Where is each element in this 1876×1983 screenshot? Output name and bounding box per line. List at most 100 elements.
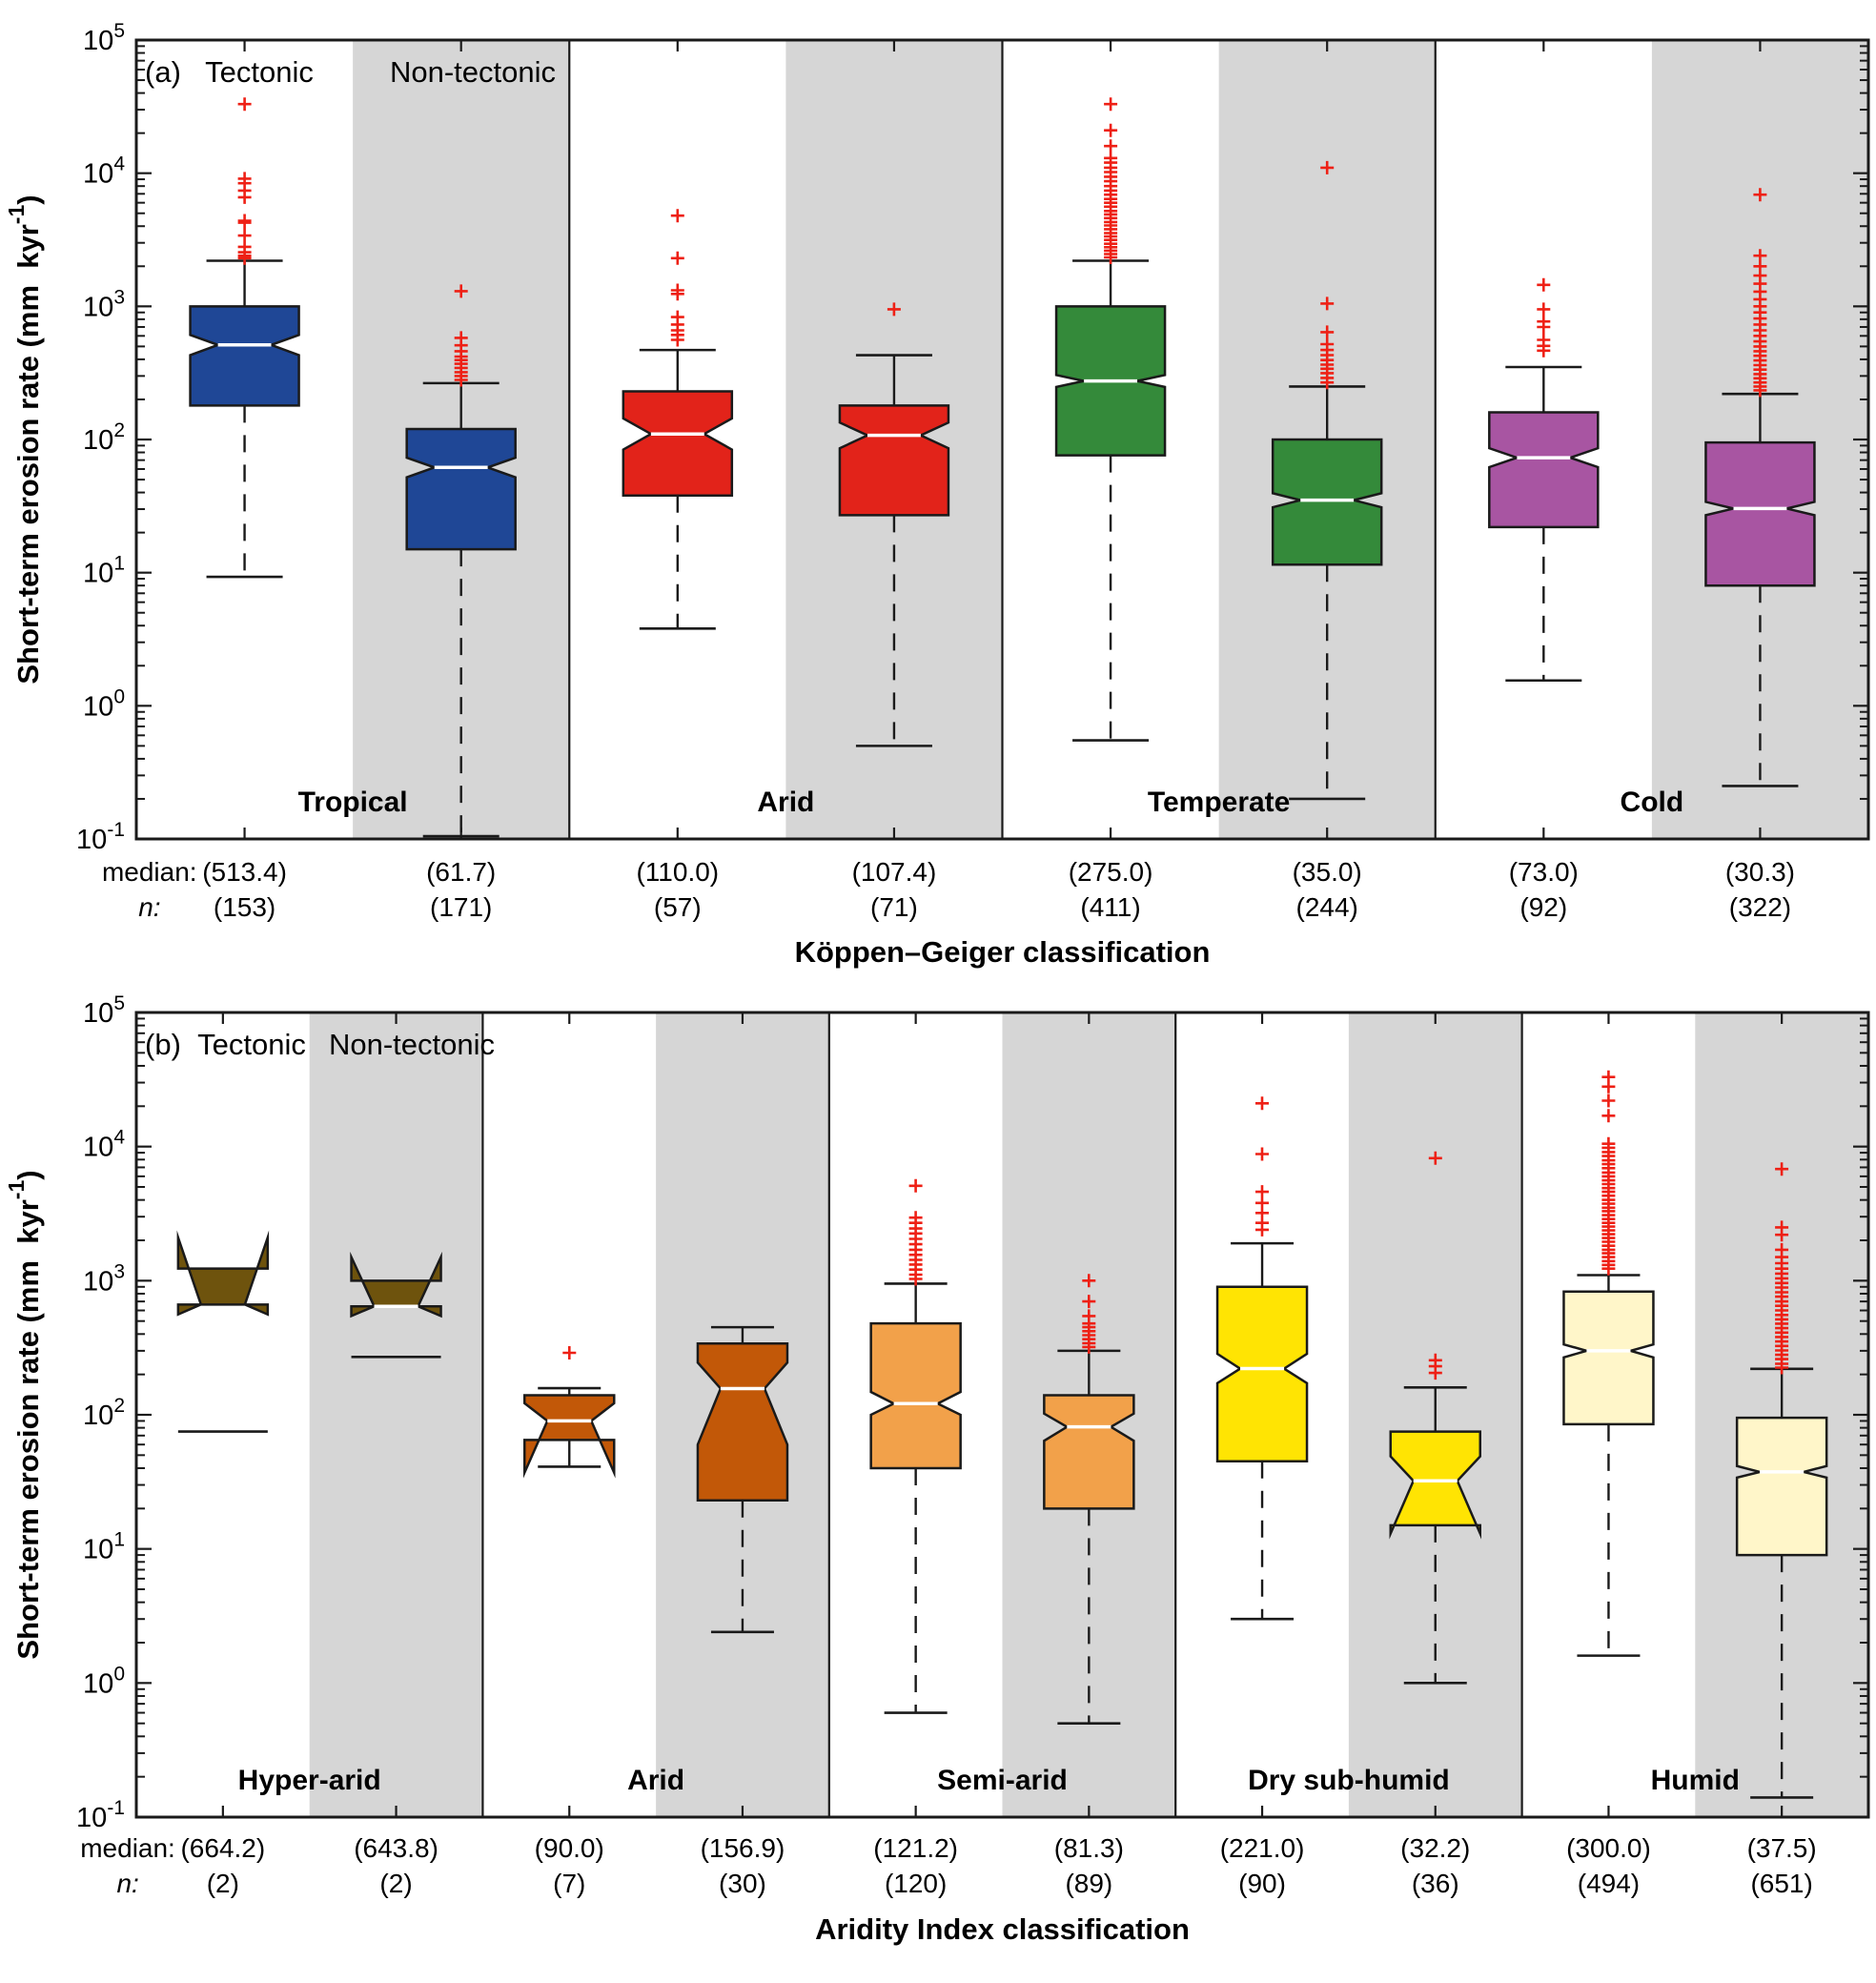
- outlier-markers: [1104, 97, 1118, 264]
- n-value: (494): [1578, 1869, 1640, 1898]
- median-value: (110.0): [636, 857, 719, 887]
- notched-box: [1704, 440, 1816, 587]
- group-label: Cold: [1621, 787, 1684, 818]
- panel-label: (b): [145, 1028, 181, 1061]
- median-row-prefix: median:: [102, 857, 197, 887]
- boxplot-hyper-arid-tectonic: [176, 1230, 270, 1433]
- outlier-markers: [1753, 188, 1767, 398]
- notched-box: [350, 1251, 442, 1319]
- notched-box: [622, 390, 734, 497]
- n-value: (2): [207, 1869, 239, 1898]
- median-value: (300.0): [1566, 1833, 1651, 1863]
- n-value: (7): [553, 1869, 585, 1898]
- non-tectonic-band: [309, 1012, 483, 1817]
- x-axis-title: Köppen–Geiger classification: [795, 935, 1211, 969]
- boxplot-semi-arid-non-tectonic: [1043, 1274, 1135, 1725]
- median-value: (221.0): [1220, 1833, 1305, 1863]
- group-label: Humid: [1651, 1765, 1740, 1796]
- notched-box: [1389, 1430, 1481, 1540]
- n-value: (120): [885, 1869, 947, 1898]
- outlier-markers: [454, 284, 468, 387]
- n-value: (171): [430, 892, 492, 922]
- y-axis-title: Short-term erosion rate (mm kyr-1): [4, 194, 45, 684]
- n-row-prefix: n:: [116, 1869, 138, 1898]
- notched-box: [1562, 1290, 1655, 1426]
- outlier-markers: [1537, 277, 1551, 358]
- notched-box: [189, 305, 300, 407]
- notched-box: [838, 404, 950, 517]
- y-tick-label: 103: [83, 286, 125, 322]
- n-value: (30): [719, 1869, 766, 1898]
- boxplot-temperate-tectonic: [1054, 97, 1167, 742]
- n-value: (92): [1519, 892, 1567, 922]
- y-tick-label: 10-1: [76, 819, 125, 855]
- group-label: Dry sub-humid: [1248, 1765, 1450, 1796]
- notched-box: [1043, 1394, 1135, 1510]
- panel-b: Hyper-arid Arid Semi-arid Dry sub-humid Humi…: [4, 992, 1870, 1946]
- n-value: (89): [1065, 1869, 1112, 1898]
- notched-box: [1271, 438, 1383, 566]
- outlier-markers: [887, 302, 901, 317]
- median-value: (32.2): [1400, 1833, 1470, 1863]
- notched-box: [523, 1394, 616, 1479]
- outlier-markers: [237, 97, 252, 265]
- outlier-markers: [1428, 1151, 1442, 1380]
- boxplot-temperate-non-tectonic: [1271, 160, 1383, 801]
- boxplot-humid-tectonic: [1562, 1070, 1655, 1657]
- n-value: (244): [1296, 892, 1358, 922]
- median-value: (73.0): [1509, 857, 1579, 887]
- median-value: (107.4): [852, 857, 937, 887]
- outlier-markers: [562, 1346, 577, 1359]
- group-label: Temperate: [1148, 787, 1291, 818]
- outlier-markers: [670, 209, 684, 347]
- median-value: (513.4): [202, 857, 287, 887]
- group-label: Hyper-arid: [238, 1765, 381, 1796]
- boxplot-arid-tectonic: [622, 209, 734, 630]
- notched-box: [405, 427, 517, 551]
- median-value: (643.8): [354, 1833, 438, 1863]
- median-value: (121.2): [873, 1833, 958, 1863]
- n-value: (57): [654, 892, 702, 922]
- column-header: Non-tectonic: [390, 55, 556, 89]
- panel-a: Tropical Arid Temperate Cold (a) Tectonic Non-…: [4, 20, 1870, 969]
- column-header: Tectonic: [205, 55, 314, 89]
- panel-label: (a): [145, 55, 181, 89]
- n-value: (651): [1750, 1869, 1812, 1898]
- outlier-markers: [1775, 1162, 1789, 1375]
- n-value: (153): [214, 892, 275, 922]
- y-tick-label: 104: [83, 1127, 125, 1163]
- median-value: (90.0): [535, 1833, 604, 1863]
- y-tick-label: 100: [83, 1663, 125, 1699]
- column-header: Non-tectonic: [329, 1028, 495, 1061]
- median-value: (37.5): [1747, 1833, 1817, 1863]
- outlier-markers: [1082, 1274, 1096, 1354]
- n-value: (90): [1238, 1869, 1286, 1898]
- n-value: (71): [870, 892, 918, 922]
- y-tick-label: 104: [83, 153, 125, 190]
- boxplot-arid-non-tectonic: [838, 302, 950, 747]
- boxplot-dry-sub-humid-non-tectonic: [1389, 1151, 1481, 1685]
- n-row-prefix: n:: [138, 892, 160, 922]
- notched-box: [1735, 1416, 1828, 1557]
- group-label: Arid: [627, 1765, 684, 1796]
- median-row-prefix: median:: [80, 1833, 175, 1863]
- outlier-markers: [908, 1178, 923, 1286]
- group-label: Semi-arid: [937, 1765, 1068, 1796]
- notched-box: [869, 1321, 962, 1470]
- median-value: (275.0): [1069, 857, 1153, 887]
- median-value: (156.9): [701, 1833, 785, 1863]
- median-value: (61.7): [426, 857, 496, 887]
- boxplot-dry-sub-humid-tectonic: [1215, 1096, 1309, 1621]
- group-label: Tropical: [298, 787, 408, 818]
- boxplot-hyper-arid-non-tectonic: [350, 1251, 442, 1359]
- y-tick-label: 101: [83, 553, 125, 589]
- y-tick-label: 101: [83, 1529, 125, 1565]
- notched-box: [176, 1230, 270, 1317]
- median-value: (35.0): [1293, 857, 1362, 887]
- x-axis-title: Aridity Index classification: [815, 1912, 1190, 1946]
- group-label: Arid: [757, 787, 814, 818]
- boxplot-arid-tectonic: [523, 1346, 616, 1479]
- outlier-markers: [1601, 1070, 1616, 1276]
- n-value: (2): [379, 1869, 412, 1898]
